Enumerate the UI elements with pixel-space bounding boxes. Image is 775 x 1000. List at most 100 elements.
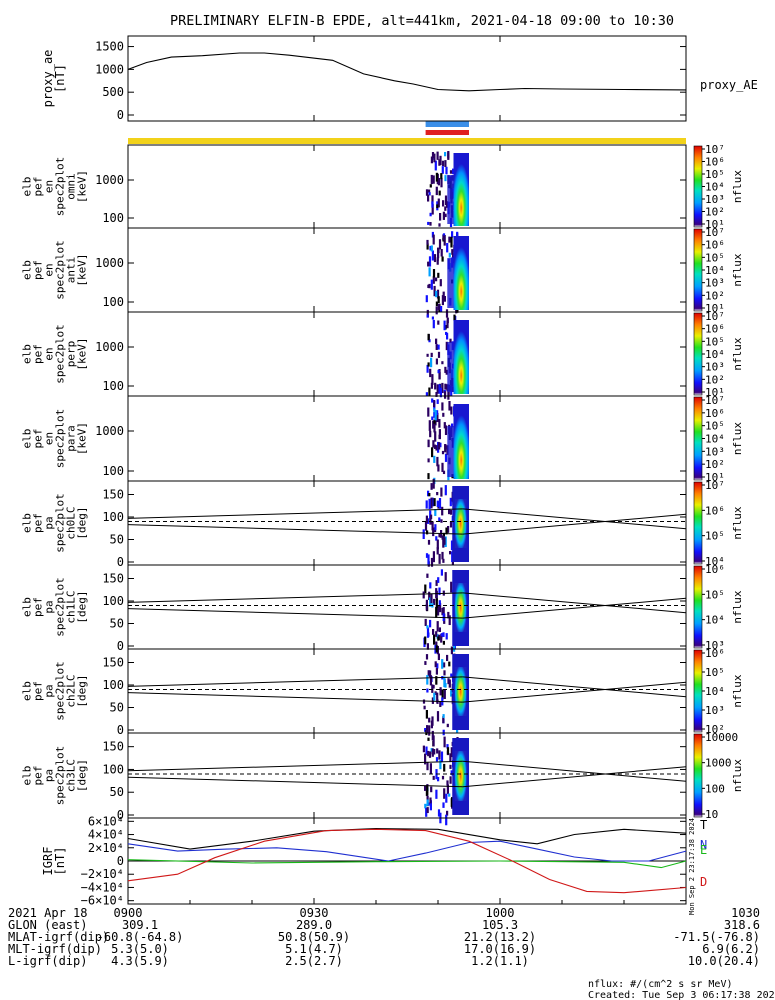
spectrogram-pixel — [441, 659, 444, 669]
series-igrf-E — [127, 859, 687, 869]
spectrogram-pixel — [444, 383, 447, 390]
spectrogram-pixel — [438, 533, 441, 538]
ytick-label-igrf: 6×10⁴ — [88, 814, 124, 828]
spectrogram-pixel — [436, 621, 439, 632]
colorbar-label-en_omni: 10⁵ — [705, 168, 725, 181]
spectrogram-pixel — [433, 634, 436, 645]
spectrogram-pixel — [422, 745, 425, 753]
spectrogram-pixel — [428, 498, 431, 510]
spectrogram-pixel — [433, 444, 437, 449]
spectrogram-pixel — [441, 535, 444, 540]
spectrogram-pixel — [440, 306, 443, 313]
spectrogram-pixel — [429, 675, 432, 686]
ytick-label-proxy_ae: 500 — [102, 85, 124, 99]
spectrogram-pixel — [438, 517, 441, 522]
spectrogram-pixel — [434, 691, 437, 696]
colorbar-title-en_anti: nflux — [731, 253, 744, 286]
spectrogram-pixel — [424, 636, 427, 645]
colorbar-label-pa_ch3: 10000 — [705, 731, 738, 744]
spectrogram-pixel — [424, 618, 427, 627]
spectrogram-pixel — [425, 746, 428, 755]
ephem-mlat: -60.8(-64.8) — [97, 930, 184, 944]
panel-frame-en_para — [127, 395, 687, 482]
spectrogram-pixel — [432, 527, 435, 537]
spectrogram-pixel — [428, 751, 432, 758]
spectrogram-pixel — [441, 382, 444, 394]
spectrogram-pixel — [431, 152, 435, 159]
spectrogram-pixel — [433, 412, 436, 418]
ephem-time: 0900 — [114, 906, 143, 920]
spectrogram-pixel — [448, 661, 451, 667]
spectrogram-pixel — [427, 261, 430, 266]
spectrogram-pixel — [435, 277, 438, 282]
ylabel-pa_ch3-line: spec2plot — [53, 746, 66, 806]
loss-cone-line-pa_ch2 — [127, 692, 463, 703]
spectrogram-pixel — [441, 775, 445, 780]
spectrogram-pixel — [448, 236, 451, 243]
ephem-row-label: L-igrf(dip) — [8, 954, 87, 968]
ephem-mlat: 50.8(50.9) — [278, 930, 350, 944]
spectrogram-edge-en_perp — [447, 342, 454, 392]
ylabel-en_anti-line: pef — [31, 260, 44, 280]
spectrogram-pixel — [444, 213, 447, 218]
spectrogram-pixel — [444, 453, 448, 462]
spectrogram-pixel — [438, 442, 441, 450]
spectrogram-pixel — [444, 444, 447, 453]
ytick-label-igrf: 0 — [117, 854, 124, 868]
spectrogram-pixel — [443, 662, 446, 668]
spectrogram-pixel — [441, 402, 444, 411]
spectrogram-edge-en_omni — [447, 175, 454, 224]
spectrogram-pixel — [430, 352, 433, 358]
ylabel-en_para-line: en — [42, 432, 55, 445]
spectrogram-pixel — [430, 514, 433, 520]
ylabel-en_para-line: spec2plot — [53, 409, 66, 469]
spectrogram-pixel — [434, 524, 437, 531]
spectrogram-pixel — [424, 785, 427, 791]
spectrogram-pixel — [427, 539, 431, 545]
ephem-time: 1000 — [486, 906, 515, 920]
spectrogram-pixel — [435, 392, 438, 397]
colorbar-title-en_perp: nflux — [731, 337, 744, 370]
ytick-label-pa_ch2: 100 — [102, 678, 124, 692]
ytick-label-en_perp: 100 — [102, 379, 124, 393]
spectrogram-pixel — [436, 410, 439, 416]
ylabel-en_anti-line: [keV] — [75, 253, 88, 286]
ephem-l: 1.2(1.1) — [471, 954, 529, 968]
ytick-label-igrf: −2×10⁴ — [81, 867, 124, 881]
spectrogram-pixel — [430, 357, 433, 368]
spectrogram-pixel — [440, 249, 443, 257]
ephem-time: 1030 — [731, 906, 760, 920]
spectrogram-pixel — [444, 536, 447, 548]
loss-cone-line-pa_ch1 — [462, 597, 687, 619]
spectrogram-pixel — [438, 627, 441, 632]
spectrogram-pixel — [450, 747, 453, 758]
plot-title: PRELIMINARY ELFIN-B EPDE, alt=441km, 202… — [170, 13, 674, 29]
spectrogram-core-en_para — [453, 404, 469, 479]
colorbar-label-pa_ch0: 10⁷ — [705, 479, 725, 492]
colorbar-label-pa_ch1: 10⁴ — [705, 614, 725, 627]
ytick-label-pa_ch1: 150 — [102, 572, 124, 586]
colorbar-title-pa_ch0: nflux — [731, 506, 744, 539]
spectrogram-pixel — [433, 400, 436, 407]
spectrogram-pixel — [449, 338, 452, 344]
spectrogram-pixel — [424, 584, 427, 594]
spectrogram-pixel — [426, 243, 429, 250]
ytick-label-proxy_ae: 1000 — [95, 62, 124, 76]
spectrogram-pixel — [433, 749, 436, 755]
spectrogram-pixel — [435, 757, 439, 762]
spectrogram-pixel — [440, 633, 443, 637]
ylabel-en_omni-line: spec2plot — [53, 157, 66, 217]
ytick-label-en_para: 1000 — [95, 424, 124, 438]
spectrogram-pixel — [427, 750, 430, 757]
spectrogram-pixel — [439, 687, 442, 696]
colorbar-label-pa_ch3: 10 — [705, 808, 718, 821]
spectrogram-pixel — [435, 607, 438, 618]
series-igrf-D — [127, 828, 687, 894]
colorbar-label-en_anti: 10³ — [705, 277, 725, 290]
spectrogram-pixel — [426, 625, 429, 629]
spectrogram-pixel — [444, 572, 447, 582]
spectrogram-pixel — [439, 701, 442, 708]
spectrogram-pixel — [438, 384, 441, 394]
spectrogram-pixel — [431, 416, 434, 421]
